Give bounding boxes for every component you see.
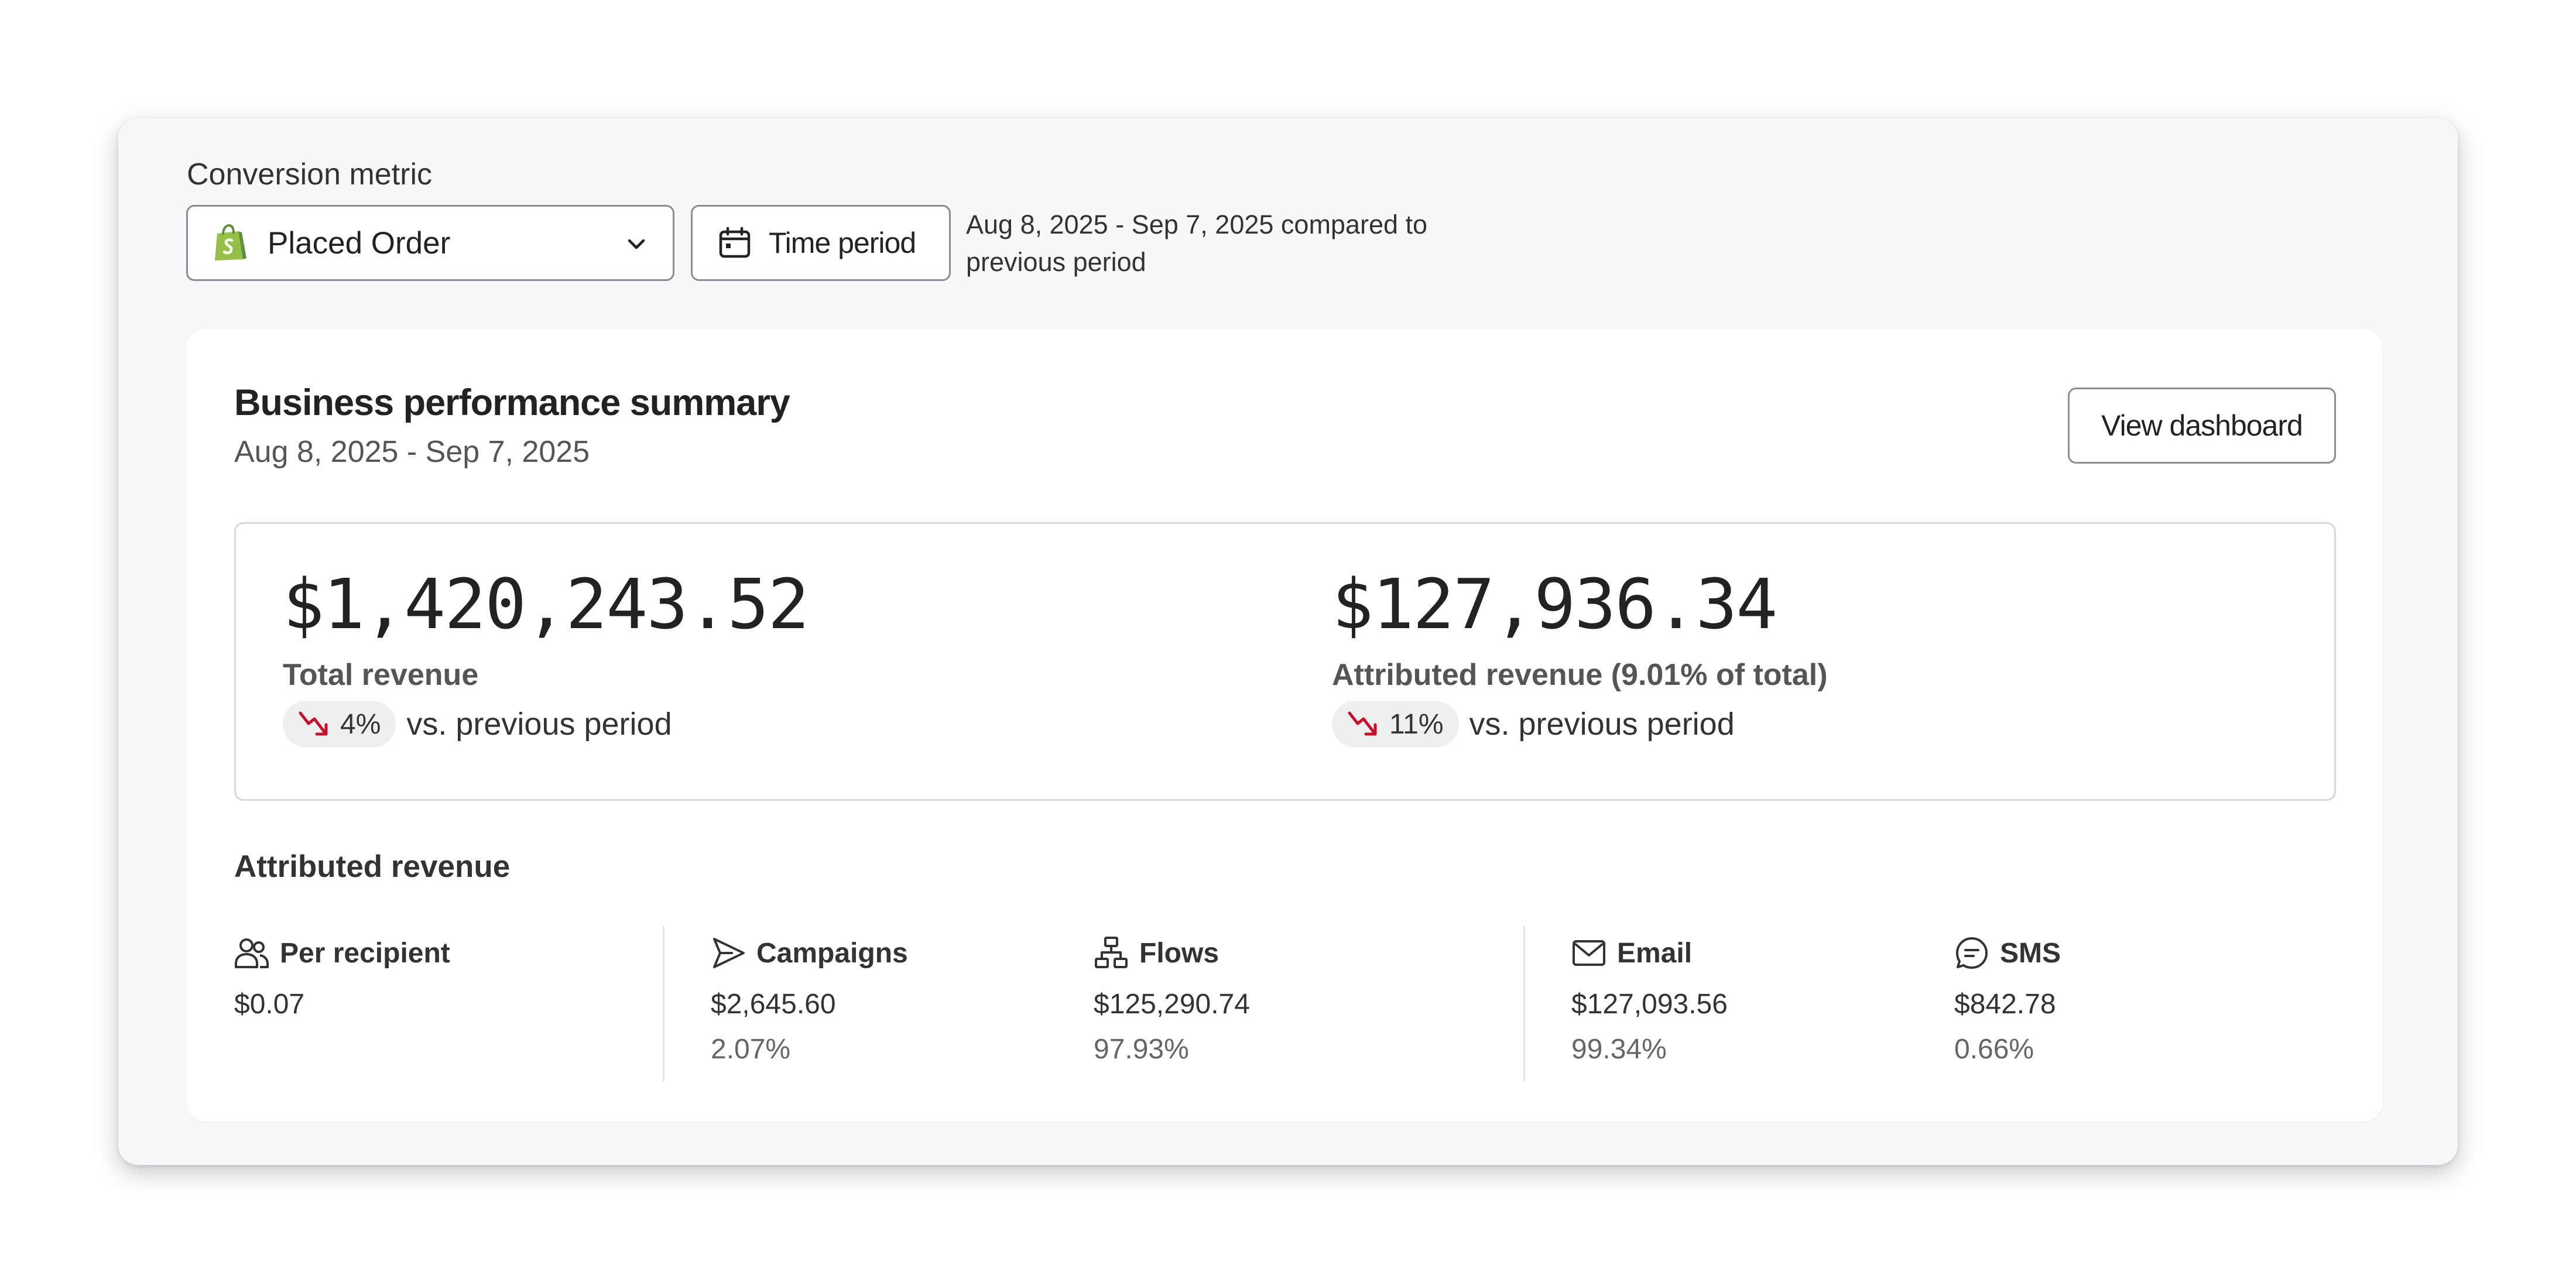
send-icon [713,938,745,968]
conversion-metric-label: Conversion metric [187,157,433,191]
stat-percent: 99.34% [1571,1034,1667,1065]
stat-name: Flows [1139,937,1220,969]
conversion-metric-select[interactable]: Placed Order [186,205,674,281]
change-badge: 11% [1332,701,1459,748]
time-period-button[interactable]: Time period [691,205,951,281]
attributed-revenue-change: 11% vs. previous period [1332,701,1828,748]
attributed-revenue-title: Attributed revenue [234,849,511,884]
chat-icon [1956,937,1988,969]
stat-flows: Flows $125,290.74 97.93% [1094,934,1250,1065]
stat-email: Email $127,093.56 99.34% [1571,934,1728,1065]
chevron-down-icon [628,239,645,249]
stat-name: SMS [2000,937,2061,969]
divider [663,926,664,1082]
comparison-text: vs. previous period [1469,707,1735,742]
shopify-bag-icon [215,224,246,260]
stat-percent: 97.93% [1094,1034,1189,1065]
stat-value: $0.07 [234,989,305,1020]
conversion-metric-value: Placed Order [268,225,451,260]
envelope-icon [1573,940,1605,966]
attributed-revenue-amount: $127,936.34 [1332,564,1777,645]
total-revenue-block: $1,420,243.52 Total revenue 4% vs. previ… [283,564,810,748]
stat-value: $125,290.74 [1094,989,1250,1020]
trend-down-icon [1348,711,1377,736]
change-percent: 4% [340,708,381,740]
attributed-revenue-label: Attributed revenue (9.01% of total) [1332,658,1828,692]
stat-sms: SMS $842.78 0.66% [1954,934,2061,1065]
summary-title: Business performance summary [234,382,790,423]
performance-panel: Conversion metric Placed Order Time peri… [118,118,2458,1165]
stat-value: $127,093.56 [1571,989,1728,1020]
time-period-label: Time period [769,227,916,259]
stat-per-recipient: Per recipient $0.07 [234,934,450,1020]
stat-percent: 0.66% [1954,1034,2034,1065]
business-summary-card: Business performance summary Aug 8, 2025… [186,329,2383,1122]
comparison-text: vs. previous period [406,707,672,742]
view-dashboard-button[interactable]: View dashboard [2068,388,2336,464]
trend-down-icon [299,711,328,736]
stat-campaigns: Campaigns $2,645.60 2.07% [711,934,908,1065]
total-revenue-amount: $1,420,243.52 [283,564,810,645]
time-period-description: Aug 8, 2025 - Sep 7, 2025 compared to pr… [966,210,1428,277]
stat-value: $842.78 [1954,989,2056,1020]
stat-name: Email [1617,937,1693,969]
change-badge: 4% [283,701,396,748]
total-revenue-change: 4% vs. previous period [283,701,809,748]
flow-icon [1095,937,1128,968]
stat-value: $2,645.60 [711,989,836,1020]
stat-percent: 2.07% [711,1034,791,1065]
change-percent: 11% [1389,708,1444,740]
attributed-revenue-block: $127,936.34 Attributed revenue (9.01% of… [1332,566,1828,748]
calendar-icon [719,227,751,258]
total-revenue-label: Total revenue [283,658,479,692]
stat-name: Campaigns [756,937,908,969]
revenue-box: $1,420,243.52 Total revenue 4% vs. previ… [234,522,2336,801]
stat-name: Per recipient [280,937,450,969]
summary-date-range: Aug 8, 2025 - Sep 7, 2025 [234,435,590,469]
divider [1523,926,1525,1082]
people-icon [235,938,269,968]
